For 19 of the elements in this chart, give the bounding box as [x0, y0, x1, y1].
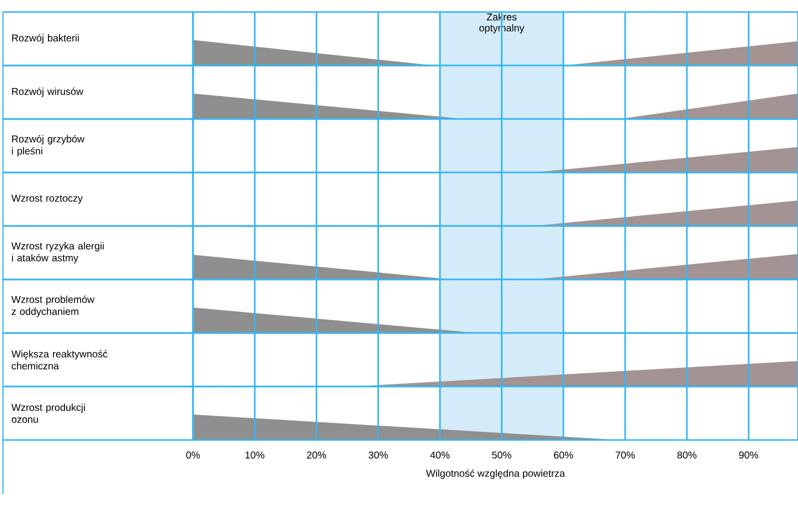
x-tick-label: 10%	[246, 452, 264, 459]
y-axis-title: Większa reaktywność chemiczna	[11, 350, 108, 370]
x-tick-label: 30%	[368, 452, 388, 459]
y-axis-title: Wzrost ryzyka alergii i ataków astmy	[11, 242, 104, 264]
x-tick-label: 80%	[677, 452, 697, 459]
x-axis-title: Wilgotność względna powietrza	[426, 469, 565, 479]
x-tick-label: 40%	[430, 452, 450, 459]
y-axis-title: Rozwój bakterii	[12, 34, 79, 44]
y-axis-title: Wzrost roztoczy	[11, 194, 83, 204]
y-axis-title: Rozwój grzybów i pleśni	[12, 135, 84, 156]
x-tick-label: 70%	[616, 452, 635, 459]
x-tick-label: 20%	[307, 452, 326, 459]
x-tick-label: 60%	[554, 452, 574, 459]
y-axis-title: Wzrost produkcji ozonu	[11, 404, 85, 423]
x-tick-label: 50%	[492, 452, 512, 459]
y-axis-title: Rozwój wirusów	[12, 88, 84, 97]
x-tick-label: 0%	[186, 452, 200, 459]
x-tick-label: 90%	[739, 452, 758, 459]
y-axis-title: Wzrost problemów z oddychaniem	[11, 296, 94, 317]
